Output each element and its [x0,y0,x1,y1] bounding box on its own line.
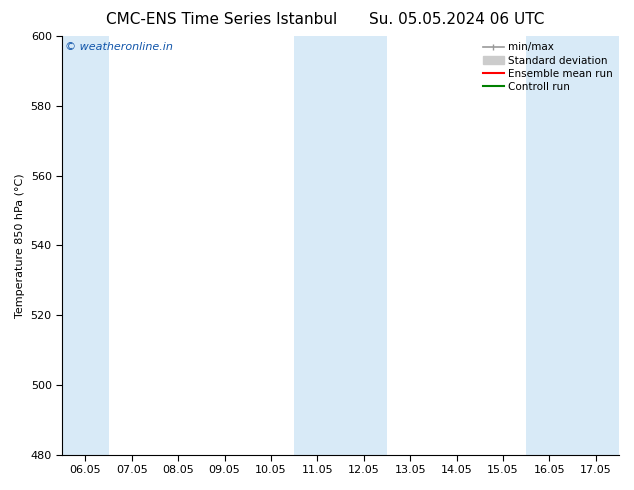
Bar [526,36,619,455]
Text: Su. 05.05.2024 06 UTC: Su. 05.05.2024 06 UTC [369,12,544,27]
Bar [294,36,387,455]
Text: © weatheronline.in: © weatheronline.in [65,43,173,52]
Bar [62,36,108,455]
Legend: min/max, Standard deviation, Ensemble mean run, Controll run: min/max, Standard deviation, Ensemble me… [479,38,617,96]
Text: CMC-ENS Time Series Istanbul: CMC-ENS Time Series Istanbul [107,12,337,27]
Y-axis label: Temperature 850 hPa (°C): Temperature 850 hPa (°C) [15,173,25,318]
